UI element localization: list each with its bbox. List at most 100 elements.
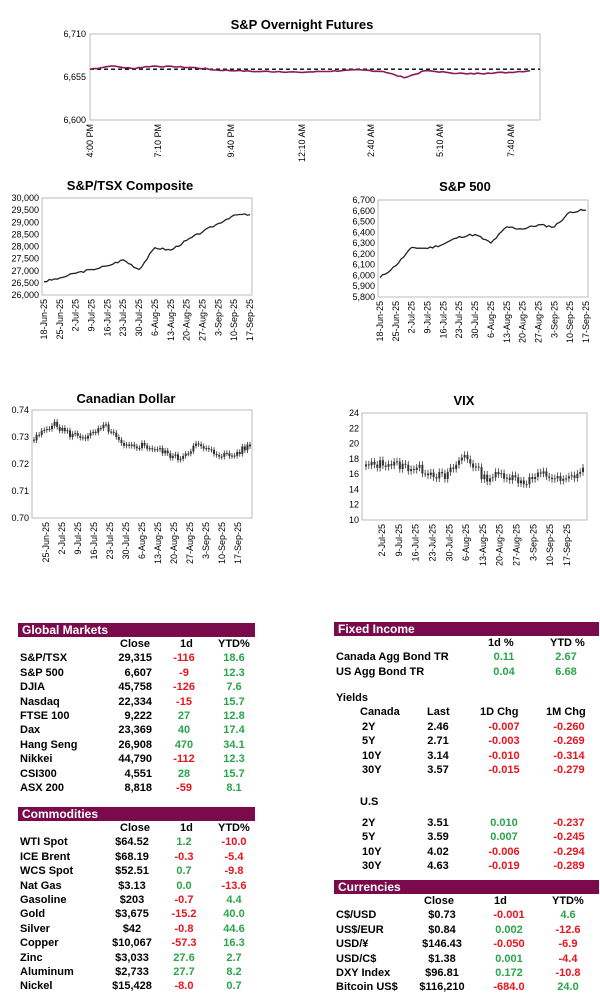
- vix-candle: [508, 477, 511, 481]
- cell-name: Nat Gas: [20, 879, 62, 892]
- vix-candle: [387, 464, 390, 467]
- cell-ytd: 4.4: [226, 893, 242, 906]
- cell-ytd: 34.1: [223, 738, 245, 751]
- vix-candle: [466, 454, 469, 460]
- cad-candle: [76, 433, 79, 436]
- cell-d1: 470: [174, 738, 194, 751]
- cad-x-tick: 16-Jul-25: [89, 522, 99, 560]
- cell-name: US Agg Bond TR: [336, 665, 425, 678]
- cad-candle: [184, 453, 187, 456]
- cad-x-tick: 23-Jul-25: [105, 522, 115, 560]
- tsx-series-line: [44, 213, 251, 283]
- sp500-y-tick: 5,800: [352, 292, 375, 302]
- cad-candle: [107, 424, 110, 432]
- table-row: 5Y 2.71 -0.003 -0.269: [334, 734, 599, 748]
- col-close: Close: [120, 822, 150, 834]
- cell-name: Silver: [20, 922, 50, 935]
- cell-ytd: 40.0: [223, 908, 245, 921]
- cad-candle: [195, 443, 197, 446]
- vix-candle: [483, 474, 486, 480]
- tsx-y-tick: 28,000: [11, 242, 39, 252]
- table-row: Zinc $3,033 27.6 2.7: [18, 951, 255, 965]
- vix-x-tick: 17-Sep-25: [562, 524, 572, 566]
- currencies-panel: Currencies Close 1d YTD% C$/USD $0.73 -0.0…: [334, 880, 599, 995]
- cell-close: $15,428: [112, 980, 152, 993]
- tsx-x-tick: 6-Aug-25: [150, 299, 160, 336]
- cell-d1: -15.2: [171, 908, 197, 921]
- cell-name: Dax: [20, 724, 41, 737]
- cell-d1: -126: [172, 681, 196, 694]
- vix-x-tick: 27-Aug-25: [512, 524, 522, 566]
- cad-candle: [71, 433, 74, 438]
- cell-close: $146.43: [422, 938, 462, 951]
- vix-candle: [421, 464, 424, 474]
- cell-ytd: 12.3: [223, 666, 245, 679]
- cad-candles: [33, 419, 251, 463]
- plot-area: [89, 33, 541, 121]
- tsx-chart: S&P/TSX Composite 30,000 29,500 29,000 28,5…: [11, 178, 255, 341]
- vix-candle: [477, 466, 480, 468]
- sp500-y-tick: 6,600: [352, 206, 375, 216]
- table-row: S&P 500 6,607 -9 12.3: [18, 666, 255, 680]
- vix-candle: [480, 467, 483, 480]
- tsx-y-tick: 28,500: [11, 229, 39, 239]
- tsx-x-tick: 16-Jul-25: [102, 299, 112, 337]
- cell-d1: 0.172: [495, 966, 523, 979]
- cad-x-tick: 9-Jul-25: [73, 522, 83, 555]
- cad-y-tick: 0.70: [11, 513, 29, 523]
- tsx-x-tick: 9-Jul-25: [87, 299, 97, 332]
- cad-candle: [133, 444, 136, 447]
- cell-last: 4.63: [427, 859, 449, 872]
- cell-d1: 0.001: [495, 952, 523, 965]
- vix-candle: [517, 477, 520, 484]
- table-row: 2Y 2.46 -0.007 -0.260: [334, 720, 599, 734]
- cell-ytd: -10.0: [221, 836, 247, 849]
- column-headers: 1d % YTD %: [334, 636, 599, 650]
- cad-chart: Canadian Dollar 0.74 0.73 0.72 0.71 0.70 25-J…: [11, 391, 253, 564]
- cad-candle: [79, 435, 82, 438]
- cell-close: 22,334: [118, 695, 152, 708]
- cell-last: 2.71: [427, 735, 449, 748]
- vix-candle: [489, 478, 491, 482]
- cell-close: $203: [119, 893, 145, 906]
- vix-candle: [551, 477, 553, 480]
- futures-y-tick: 6,600: [63, 115, 86, 125]
- cad-candle: [220, 456, 223, 458]
- table-row: Gold $3,675 -15.2 40.0: [18, 907, 255, 921]
- cell-ytd: 44.6: [223, 922, 245, 935]
- cell-last: 3.59: [427, 831, 449, 844]
- cell-ytd: -13.6: [221, 879, 247, 892]
- cad-candle: [233, 455, 236, 457]
- cad-x-tick: 10-Sep-25: [217, 522, 227, 564]
- sp500-y-tick: 6,000: [352, 270, 375, 280]
- cad-candle: [117, 437, 120, 440]
- cell-d1: 1.2: [176, 836, 192, 849]
- cad-candle: [89, 432, 92, 436]
- plot-area: [361, 412, 588, 521]
- cad-candle: [35, 434, 38, 441]
- cad-axes: 0.74 0.73 0.72 0.71 0.70 25-Jun-25 2-Jul-25 9-J…: [11, 405, 253, 564]
- chart-title: Canadian Dollar: [77, 391, 176, 406]
- cell-d1: -116: [173, 652, 195, 665]
- cell-close: $64.52: [115, 836, 149, 849]
- cell-ytd: 8.2: [226, 965, 242, 978]
- vix-candle: [393, 461, 396, 466]
- vix-candle: [452, 467, 455, 469]
- cell-m1: -0.260: [553, 720, 585, 733]
- tsx-x-tick: 13-Aug-25: [166, 299, 176, 341]
- chart-title: S&P Overnight Futures: [231, 17, 374, 32]
- cad-candle: [177, 454, 179, 460]
- cell-close: $3.13: [118, 879, 146, 892]
- cad-y-tick: 0.73: [11, 432, 29, 442]
- cell-d1: -0.003: [488, 735, 520, 748]
- col-ytd: YTD%: [218, 638, 250, 650]
- cell-d1: -8.0: [174, 980, 194, 993]
- cad-candle: [141, 442, 143, 448]
- cell-m1: -0.245: [553, 831, 585, 844]
- sp500-x-tick: 16-Jul-25: [438, 301, 448, 339]
- cell-d1: -0.007: [488, 720, 520, 733]
- col-1d-chg: 1D Chg: [480, 706, 519, 719]
- cell-close: $2,733: [115, 965, 149, 978]
- cell-name: S&P 500: [20, 666, 64, 679]
- vix-candle: [463, 454, 466, 458]
